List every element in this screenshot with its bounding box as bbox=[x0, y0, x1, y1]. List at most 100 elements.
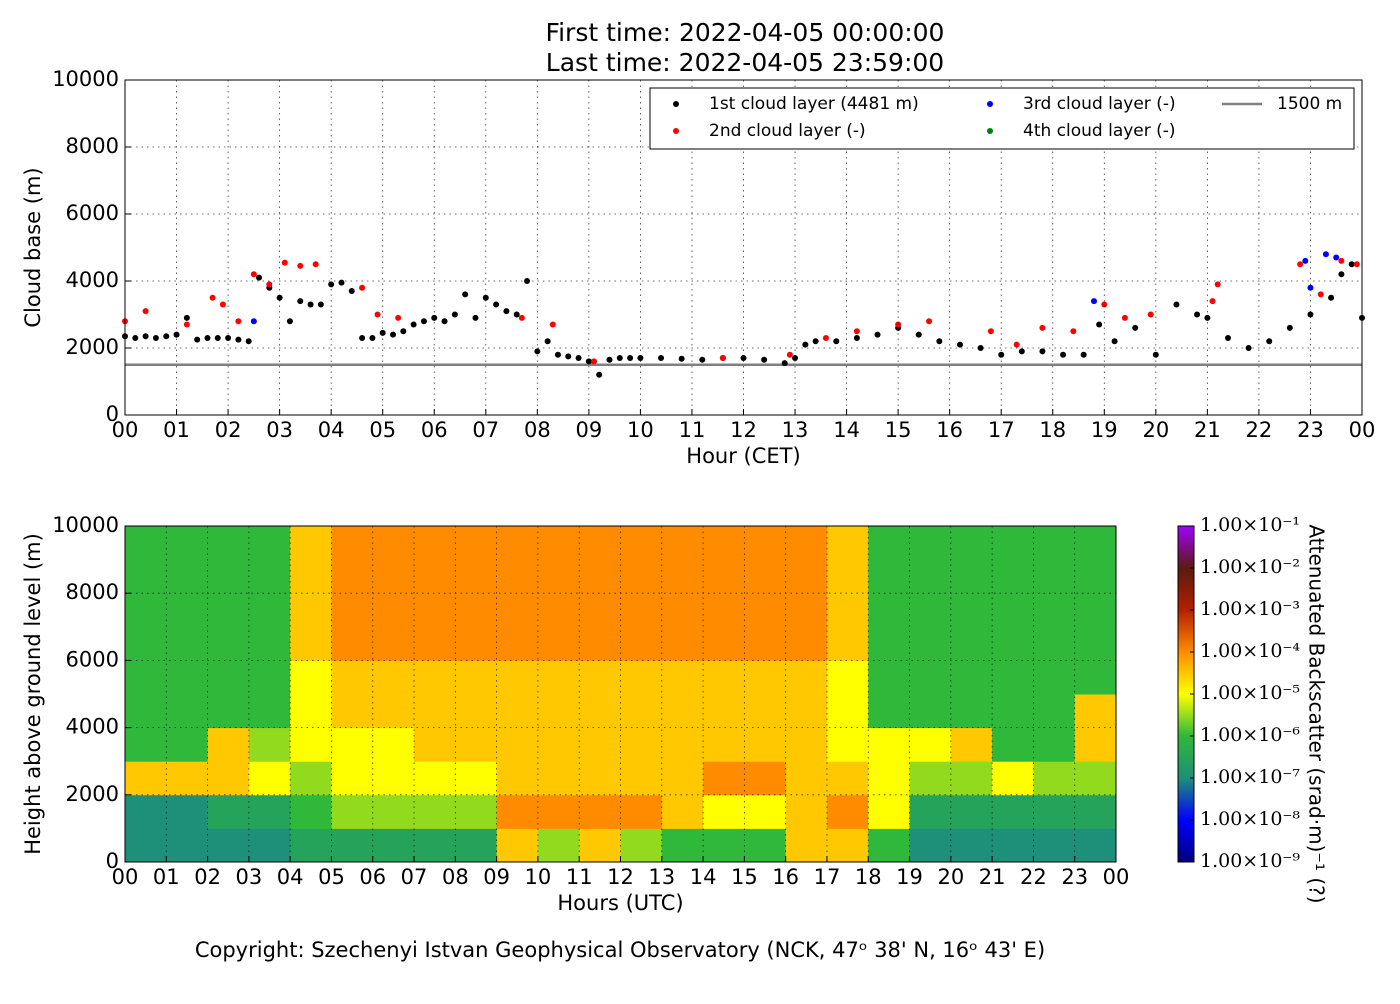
heatmap-cell bbox=[868, 559, 911, 594]
x-tick-label: 00 bbox=[112, 865, 139, 889]
heatmap-cell bbox=[248, 526, 291, 561]
heatmap-cell bbox=[744, 828, 787, 863]
heatmap-cell bbox=[826, 593, 869, 628]
heatmap-cell bbox=[992, 694, 1034, 729]
x-tick-label: 18 bbox=[1039, 418, 1066, 442]
heatmap-cell bbox=[785, 794, 828, 829]
heatmap-cell bbox=[207, 694, 250, 729]
x-tick-label: 04 bbox=[318, 418, 345, 442]
heatmap-cell bbox=[207, 626, 250, 661]
cloud-point bbox=[786, 351, 793, 358]
cloud-point bbox=[410, 321, 417, 328]
x-tick-label: 07 bbox=[472, 418, 499, 442]
heatmap-cell bbox=[414, 694, 456, 729]
heatmap-cell bbox=[537, 794, 580, 829]
heatmap-cell bbox=[868, 660, 911, 695]
heatmap-cell bbox=[496, 761, 539, 796]
heatmap-cell bbox=[826, 526, 869, 561]
cloud-point bbox=[518, 314, 525, 321]
y-tick-label: 2000 bbox=[66, 782, 119, 806]
heatmap-cell bbox=[703, 660, 745, 695]
cloud-point bbox=[281, 259, 288, 266]
cloud-point bbox=[1121, 314, 1128, 321]
heatmap-cell bbox=[826, 828, 869, 863]
cloud-point bbox=[235, 336, 242, 343]
heatmap-cell bbox=[826, 794, 869, 829]
heatmap-cell bbox=[992, 593, 1034, 628]
heatmap-cell bbox=[909, 727, 952, 762]
x-axis-label: Hours (UTC) bbox=[557, 891, 683, 915]
heatmap-cell bbox=[868, 593, 911, 628]
heatmap-cell bbox=[950, 626, 993, 661]
y-tick-label: 0 bbox=[106, 402, 119, 426]
heatmap-cell bbox=[331, 559, 374, 594]
x-tick-label: 02 bbox=[194, 865, 221, 889]
heatmap-cell bbox=[579, 526, 621, 561]
cloud-point bbox=[1060, 351, 1067, 358]
heatmap-cell bbox=[661, 526, 704, 561]
cloud-point bbox=[297, 298, 304, 305]
heatmap-cell bbox=[950, 761, 993, 796]
heatmap-cell bbox=[620, 761, 663, 796]
heatmap-cell bbox=[661, 727, 704, 762]
heatmap-cell bbox=[372, 727, 415, 762]
cloud-point bbox=[977, 345, 984, 351]
heatmap-cell bbox=[496, 626, 539, 661]
cloud-point bbox=[1307, 284, 1314, 291]
legend-label: 2nd cloud layer (-) bbox=[709, 121, 866, 141]
cloud-point bbox=[812, 338, 819, 345]
heatmap-cell bbox=[868, 794, 911, 829]
x-tick-label: 00 bbox=[1103, 865, 1130, 889]
colorbar-tick-label: 1.00×10⁻⁴ bbox=[1200, 640, 1300, 662]
heatmap-cell bbox=[537, 593, 580, 628]
heatmap-cell bbox=[455, 559, 498, 594]
cloud-point bbox=[1266, 338, 1273, 345]
cloud-point bbox=[142, 333, 149, 340]
cloud-point bbox=[1209, 298, 1216, 305]
cloud-point bbox=[209, 294, 216, 301]
heatmap-cell bbox=[455, 727, 498, 762]
heatmap-cell bbox=[414, 626, 456, 661]
heatmap-cell bbox=[207, 761, 250, 796]
heatmap-cell bbox=[703, 593, 745, 628]
heatmap-cell bbox=[661, 694, 704, 729]
cloud-point bbox=[554, 351, 561, 358]
heatmap-cell bbox=[744, 727, 787, 762]
cloud-point bbox=[1018, 348, 1025, 355]
heatmap-cell bbox=[331, 593, 374, 628]
x-tick-label: 05 bbox=[369, 418, 396, 442]
heatmap-cell bbox=[290, 660, 332, 695]
heatmap-cell bbox=[290, 828, 332, 863]
x-tick-label: 16 bbox=[772, 865, 799, 889]
cloud-point bbox=[441, 318, 448, 325]
x-tick-label: 13 bbox=[782, 418, 809, 442]
cloud-point bbox=[312, 261, 319, 268]
heatmap-cell bbox=[826, 559, 869, 594]
heatmap-cell bbox=[166, 526, 209, 561]
cloud-point bbox=[936, 338, 943, 345]
heatmap-cell bbox=[248, 626, 291, 661]
heatmap-cell bbox=[661, 794, 704, 829]
heatmap-cell bbox=[1033, 694, 1076, 729]
cloud-point bbox=[853, 334, 860, 341]
heatmap-cell bbox=[496, 828, 539, 863]
cloud-point bbox=[1090, 298, 1097, 305]
cloud-point bbox=[1194, 311, 1201, 318]
heatmap-cell bbox=[744, 626, 787, 661]
heatmap-cell bbox=[785, 526, 828, 561]
cloud-point bbox=[451, 311, 458, 318]
cloud-point bbox=[132, 334, 139, 341]
heatmap-cell bbox=[496, 794, 539, 829]
colorbar: 1.00×10⁻⁹ 1.00×10⁻⁸ 1.00×10⁻⁷ 1.00×10⁻⁶ 1.00… bbox=[1177, 514, 1329, 904]
heatmap-cell bbox=[207, 559, 250, 594]
heatmap-cell bbox=[744, 559, 787, 594]
heatmap-cell bbox=[579, 761, 621, 796]
heatmap-cell bbox=[661, 660, 704, 695]
heatmap-cell bbox=[579, 794, 621, 829]
cloud-point bbox=[606, 356, 613, 363]
x-tick-label: 22 bbox=[1020, 865, 1047, 889]
heatmap-cell bbox=[414, 593, 456, 628]
heatmap-cell bbox=[826, 626, 869, 661]
heatmap-cell bbox=[248, 559, 291, 594]
heatmap-cell bbox=[372, 626, 415, 661]
